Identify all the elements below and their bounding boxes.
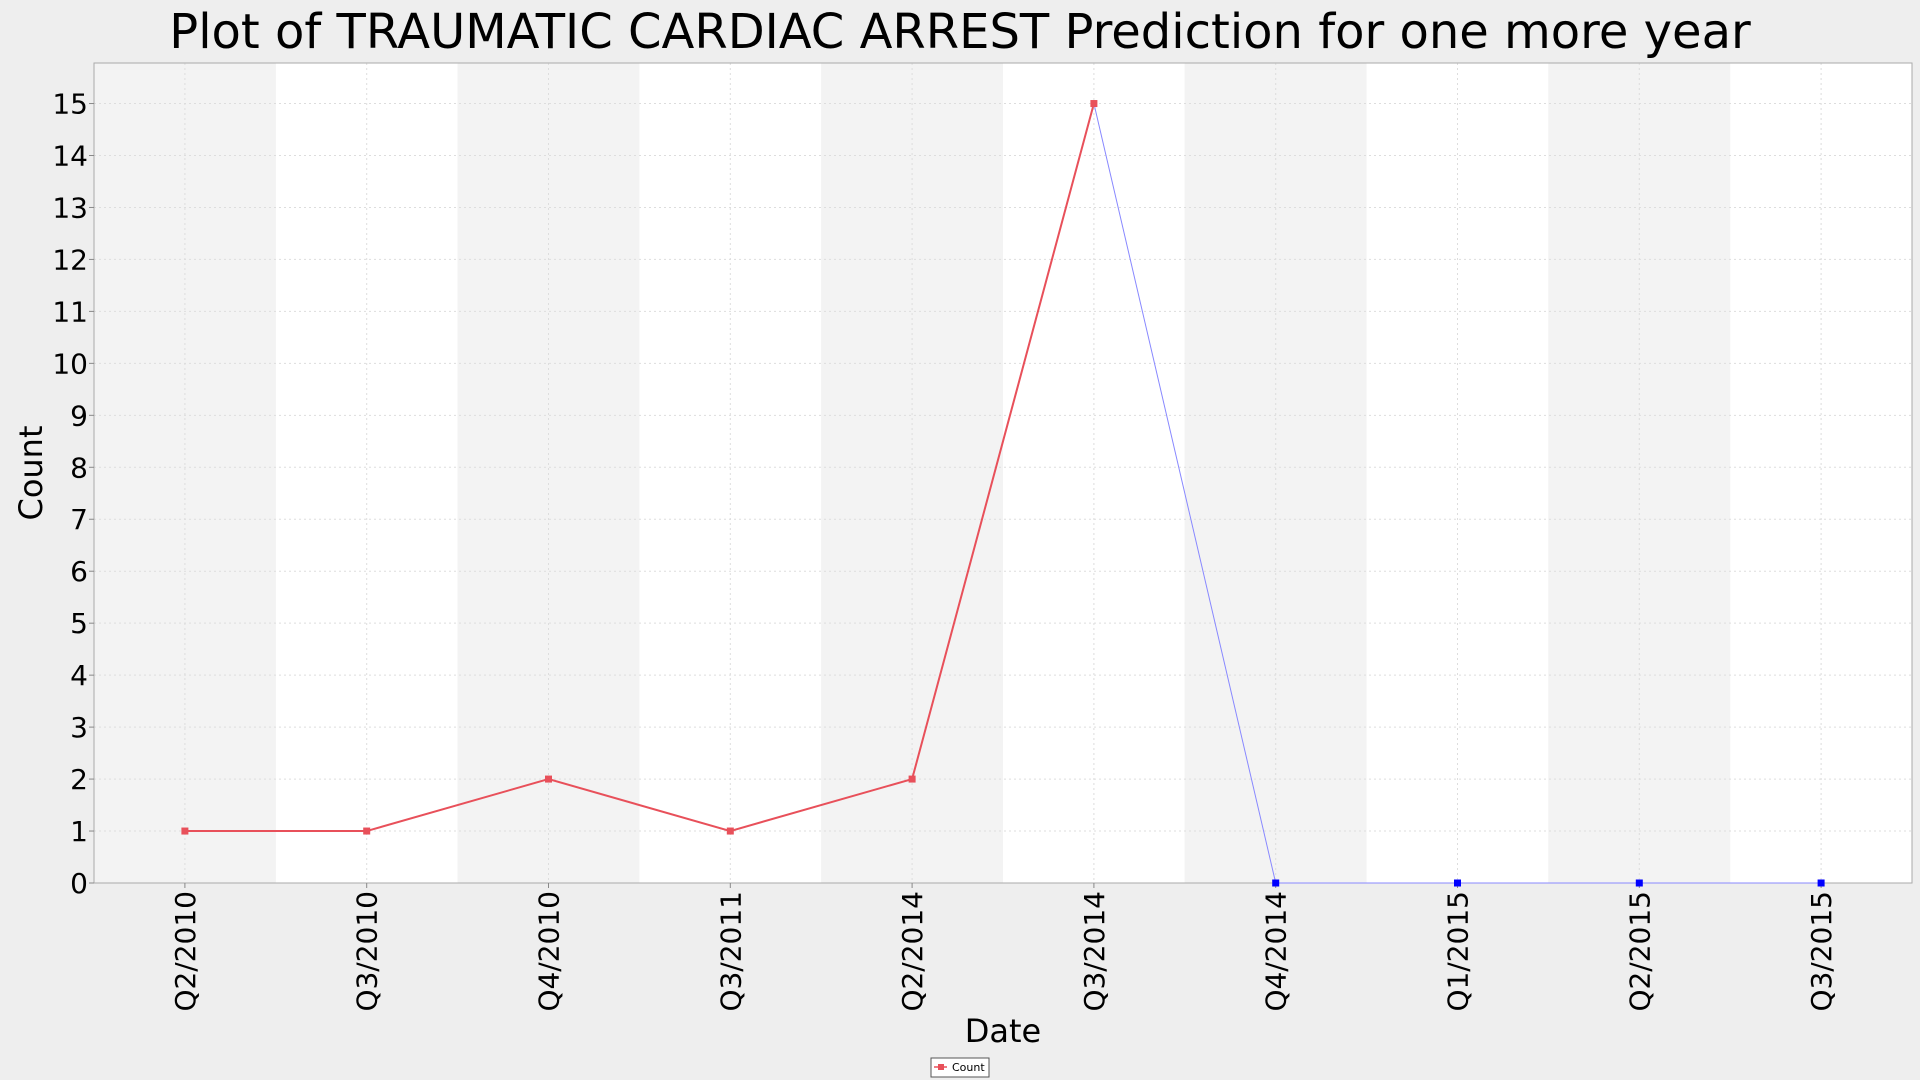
y-axis-label: Count bbox=[12, 425, 50, 520]
y-tick-label: 13 bbox=[52, 191, 88, 224]
y-tick-label: 14 bbox=[52, 139, 88, 172]
y-tick-label: 11 bbox=[52, 295, 88, 328]
y-tick-label: 15 bbox=[52, 88, 88, 121]
data-point bbox=[1817, 879, 1825, 887]
y-tick-label: 1 bbox=[70, 815, 88, 848]
x-tick-label: Q3/2014 bbox=[1078, 891, 1111, 1012]
x-axis-ticks: Q2/2010 Q3/2010 Q4/2010 Q3/2011 Q2/2014 Q3/20… bbox=[169, 883, 1838, 1012]
data-point bbox=[726, 827, 734, 835]
y-tick-label: 10 bbox=[52, 347, 88, 380]
legend-label: Count bbox=[952, 1061, 985, 1074]
data-point bbox=[545, 775, 552, 783]
y-tick-label: 6 bbox=[70, 555, 88, 588]
data-point bbox=[1635, 879, 1643, 887]
data-point bbox=[1272, 879, 1280, 887]
x-tick-label: Q4/2014 bbox=[1260, 891, 1293, 1012]
data-point bbox=[1454, 879, 1461, 887]
x-tick-label: Q3/2015 bbox=[1805, 891, 1838, 1012]
chart-title: Plot of TRAUMATIC CARDIAC ARREST Predict… bbox=[169, 4, 1751, 60]
x-tick-label: Q3/2010 bbox=[351, 891, 384, 1012]
data-point bbox=[363, 827, 371, 835]
x-tick-label: Q2/2010 bbox=[169, 891, 202, 1012]
y-tick-label: 8 bbox=[70, 451, 88, 484]
plot-area-frame bbox=[93, 62, 1913, 884]
data-point bbox=[1090, 100, 1098, 108]
y-tick-label: 3 bbox=[70, 711, 88, 744]
series-points bbox=[181, 100, 1825, 887]
x-tick-label: Q4/2010 bbox=[533, 891, 566, 1012]
x-tick-label: Q1/2015 bbox=[1442, 891, 1475, 1012]
y-tick-label: 4 bbox=[70, 659, 88, 692]
y-tick-label: 5 bbox=[70, 607, 88, 640]
x-tick-label: Q2/2015 bbox=[1623, 891, 1656, 1012]
y-tick-label: 0 bbox=[70, 867, 88, 900]
data-point bbox=[908, 775, 916, 783]
series-line bbox=[184, 103, 1095, 833]
legend-marker bbox=[938, 1064, 944, 1070]
legend: Count bbox=[930, 1057, 990, 1078]
y-tick-label: 7 bbox=[70, 503, 88, 536]
x-tick-label: Q3/2011 bbox=[714, 891, 747, 1012]
legend-box bbox=[930, 1057, 990, 1078]
x-axis-label: Date bbox=[965, 1012, 1041, 1050]
data-point bbox=[181, 827, 189, 835]
y-tick-label: 2 bbox=[70, 763, 88, 796]
y-tick-label: 9 bbox=[70, 399, 88, 432]
y-tick-label: 12 bbox=[52, 243, 88, 276]
x-tick-label: Q2/2014 bbox=[896, 891, 929, 1012]
